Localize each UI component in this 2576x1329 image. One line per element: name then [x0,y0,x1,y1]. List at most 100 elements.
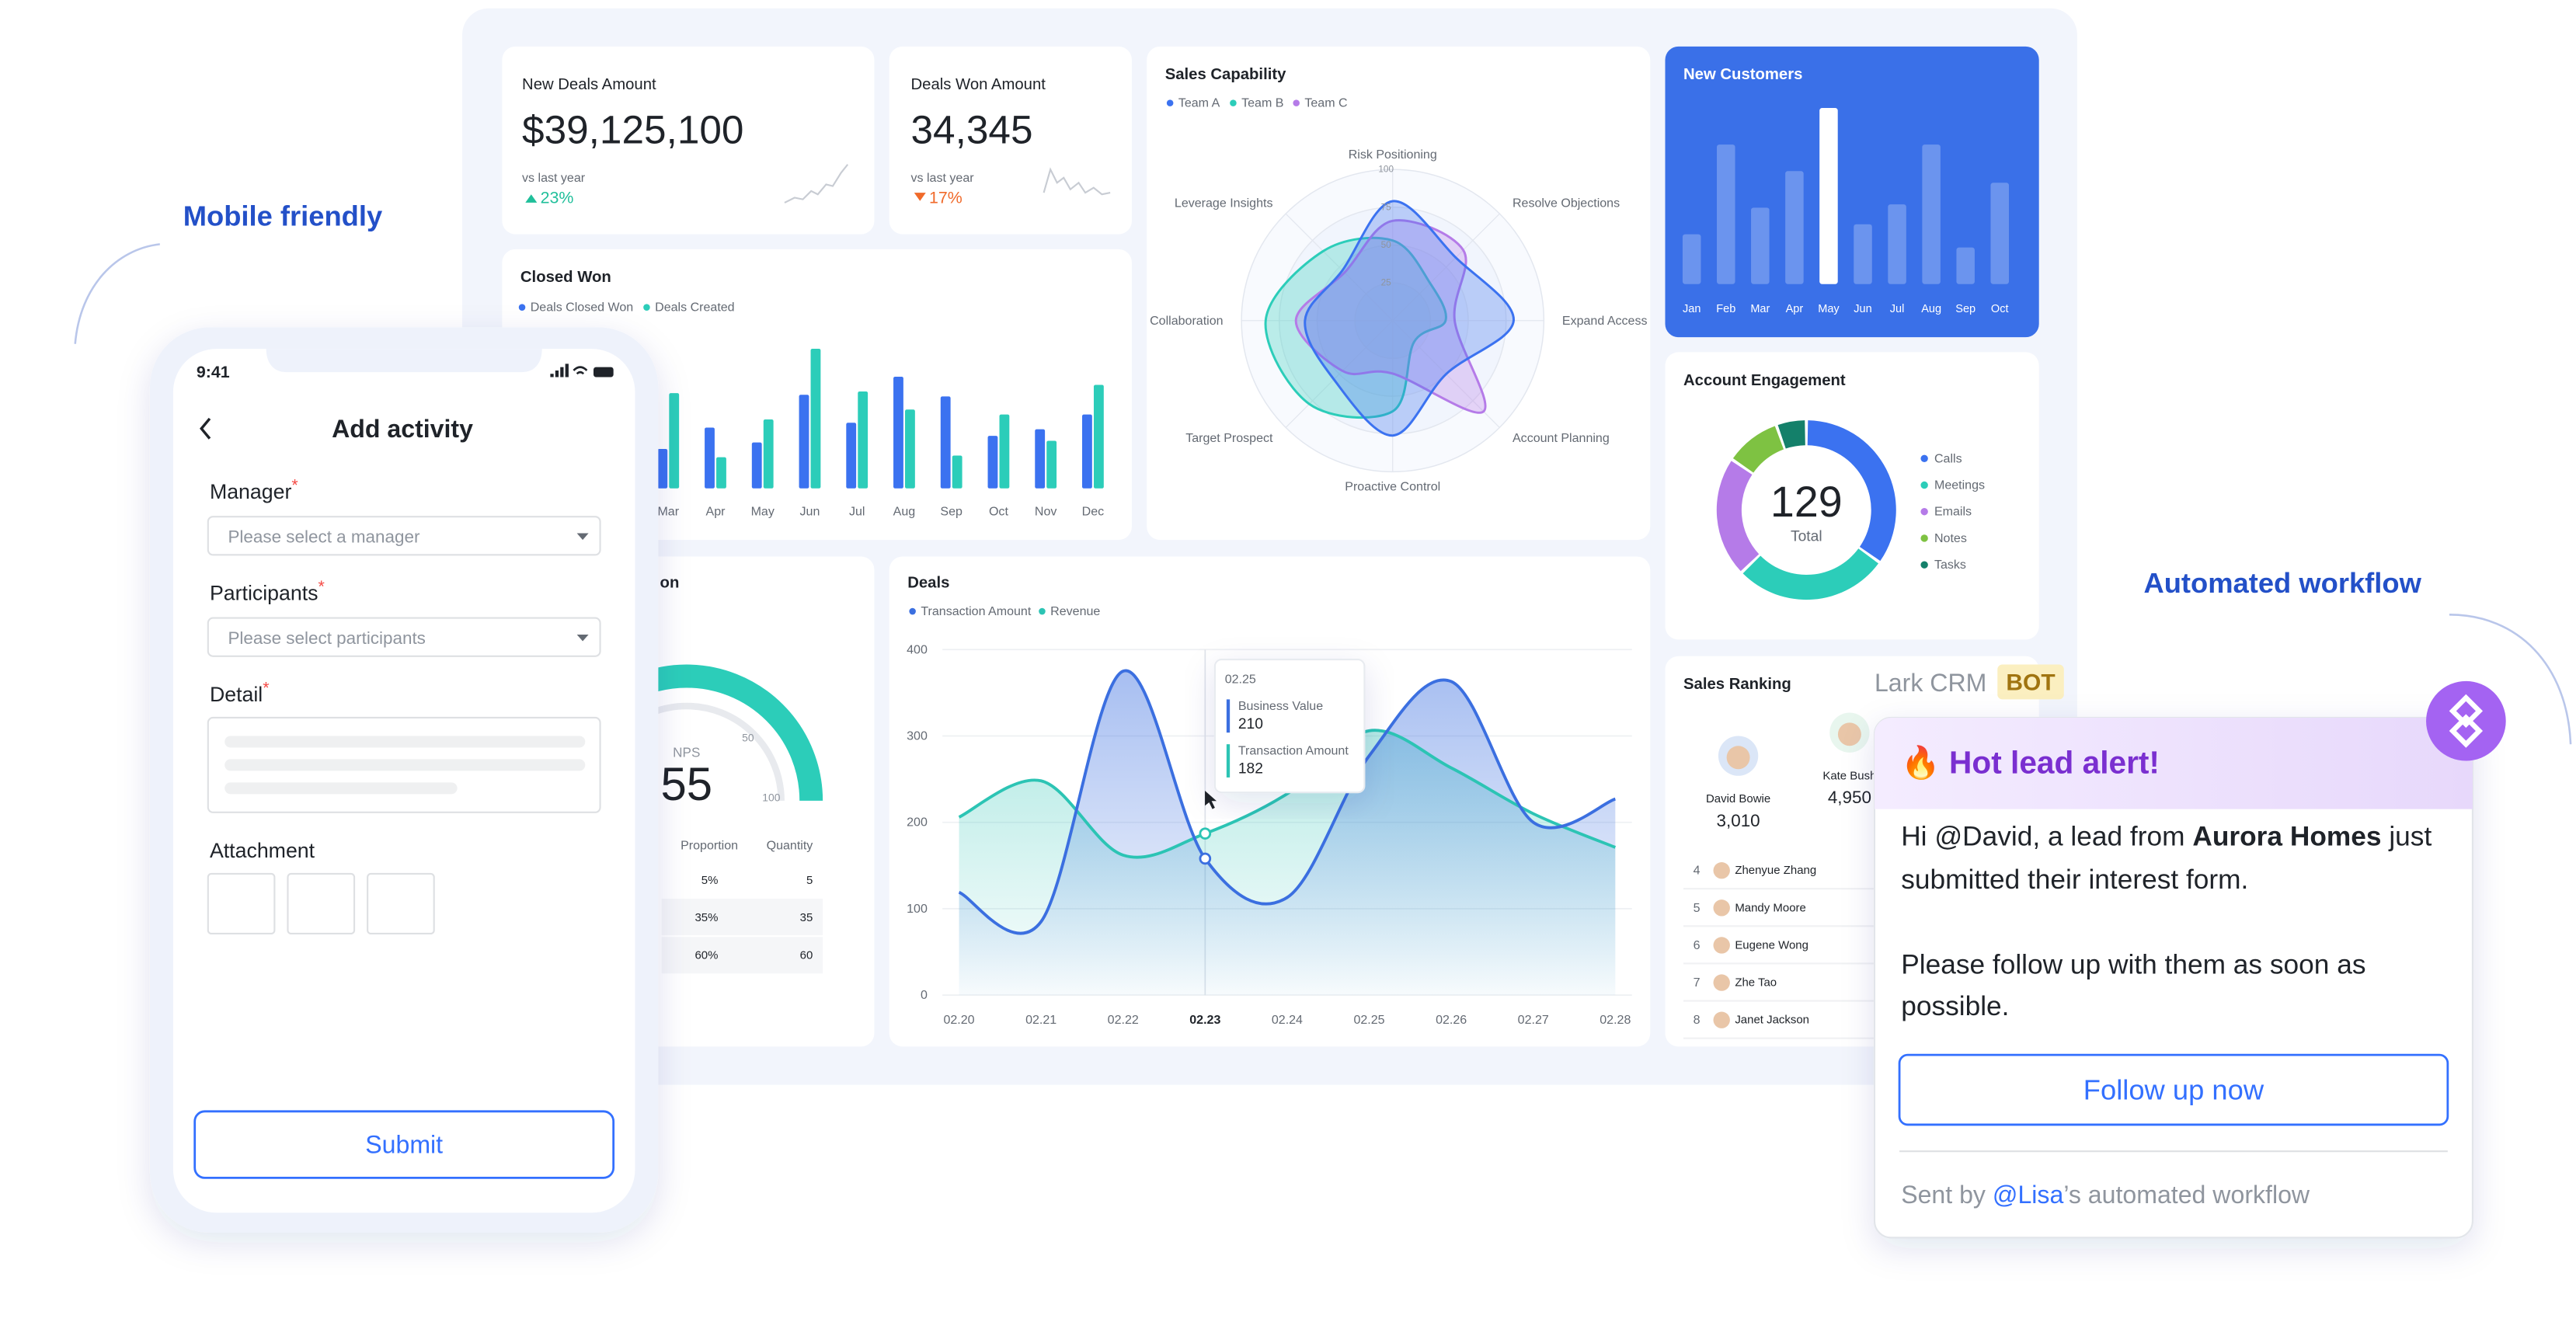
table-cell: 5% [701,874,719,887]
tooltip-swatch [1226,744,1231,778]
x-tick-label: Jul [1890,303,1905,315]
bar [1717,144,1735,284]
compare: vs last year [911,171,975,185]
bar [893,376,903,489]
cursor [1205,791,1217,809]
legend-swatch [518,304,526,311]
tooltip-label: Transaction Amount [1238,744,1349,758]
x-tick-label: 02.21 [1025,1013,1057,1027]
bar [705,427,715,489]
card [502,46,875,235]
x-tick-label: Mar [657,505,679,519]
attachment-slot[interactable] [367,872,435,935]
bot-title: 🔥 Hot lead alert! [1901,745,2160,781]
axis-label: Collaboration [1150,314,1223,328]
gauge-score: 55 [660,758,712,810]
line [958,729,1617,859]
back-button[interactable] [200,417,211,440]
legend-swatch [909,607,916,615]
metric: 34,345 [911,107,1033,151]
bot-footer: Sent by @Lisa’s automated workflow [1901,1181,2310,1209]
legend-label: Emails [1934,505,1972,519]
legend-swatch [1039,607,1046,615]
select[interactable] [207,516,601,556]
field-label: Attachment [210,839,315,862]
dashboard: New Deals Amount $39,125,100 vs last yea… [462,8,2077,1085]
card-title: Account Engagement [1683,372,1846,389]
area [959,670,1616,996]
axis-line [1392,213,1500,322]
mention[interactable]: @Lisa [1993,1181,2064,1209]
donut-total: 129 [1770,478,1843,526]
x-tick-label: Dec [1082,505,1105,519]
bar [763,419,774,489]
bar [1922,144,1941,284]
table-cell: 5 [806,874,813,887]
bar [716,457,726,489]
follow-up-button[interactable] [1898,1053,2449,1126]
placeholder-bar [225,782,458,795]
legend-swatch [1920,508,1928,516]
avatar-face [1837,722,1861,746]
axis-line [1285,213,1394,322]
r-tick-label: 75 [1381,202,1392,212]
donut-segment [1732,426,1784,473]
status-time: 9:41 [197,363,230,381]
x-tick-label: Aug [893,505,916,519]
tooltip-value: 182 [1238,761,1263,778]
card-title: New Customers [1683,66,1802,83]
bar [1682,234,1701,284]
company: Aurora Homes [2192,822,2382,853]
legend-swatch [1166,99,1174,106]
x-tick-label: May [1818,303,1840,315]
avatar [1713,1011,1730,1028]
y-tick-label: 100 [907,902,928,916]
attachment-slot[interactable] [287,872,356,935]
bar [1990,183,2010,284]
y-tick-label: 400 [907,642,928,656]
x-tick-label: Apr [1786,303,1804,315]
select-placeholder: Please select a manager [228,527,419,546]
ranking-name: Zhenyue Zhang [1735,864,1816,877]
signal-icon [550,364,569,377]
legend-label: Meetings [1934,478,1985,492]
x-tick-label: 02.28 [1600,1013,1631,1027]
axis-label: Target Prospect [1185,431,1273,445]
tooltip-date: 02.25 [1225,673,1256,687]
legend-swatch [643,304,650,311]
wifi-icon [573,366,588,375]
message-text: Hi @David, a lead from Aurora Homes just… [1901,817,2457,1029]
x-tick-label: Mar [1750,303,1770,315]
card-title: Deals Won Amount [911,76,1046,93]
bar [1819,108,1838,284]
x-tick-label: Oct [989,505,1008,519]
avatar [1713,899,1730,917]
bar [657,449,668,489]
required-mark: * [291,476,298,495]
bar [1035,429,1046,489]
ranking-name: Eugene Wong [1735,938,1808,952]
radar-area [1294,219,1487,414]
x-tick-label: Oct [1991,303,2009,315]
sparkline [1043,167,1111,196]
field-label: Manager* [210,476,298,504]
donut-segment [1716,461,1760,572]
bar [1751,207,1770,284]
callout-curve [2449,614,2572,745]
text: just submitted their interest form. [1901,822,2432,895]
callout: Mobile friendly [183,200,383,232]
select[interactable] [207,617,601,657]
point-marker [1199,827,1212,840]
ranking-name: Kate Bush [1822,769,1876,782]
table-cell: 60 [800,948,813,962]
dropdown-arrow [576,635,589,642]
x-tick-label: Jan [1683,303,1701,315]
submit-button[interactable] [193,1110,615,1179]
avatar [1713,974,1730,991]
attachment-slot[interactable] [207,872,276,935]
axis-label: Expand Access [1562,314,1648,328]
callout-curve [74,243,160,344]
x-tick-label: 02.24 [1272,1013,1303,1027]
legend-label: Revenue [1050,604,1100,618]
